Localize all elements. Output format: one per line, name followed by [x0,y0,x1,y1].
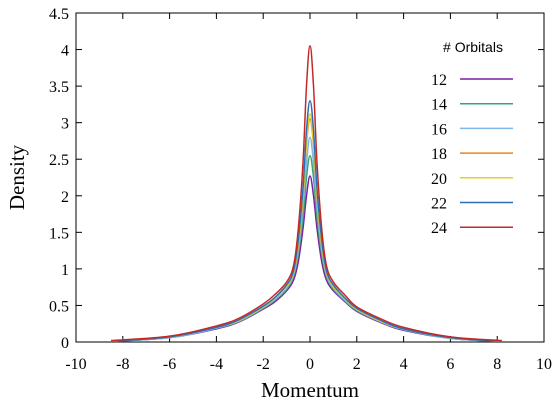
x-tick-label: -2 [257,356,270,373]
x-tick-label: 2 [353,356,361,373]
series-line-22 [111,99,502,343]
x-tick-label: 8 [493,356,501,373]
legend-label-22: 22 [431,196,447,213]
y-tick-label: 3.5 [49,79,69,96]
y-tick-label: 4 [61,43,69,60]
legend: # Orbitals 12 14 16 18 20 22 24 [431,39,513,237]
legend-label-18: 18 [431,146,447,163]
y-tick-label: 2 [61,189,69,206]
y-tick-label: 1 [61,262,69,279]
y-tick-label: 0 [61,335,69,352]
x-axis-ticks: -10 -8 -6 -4 -2 0 2 4 6 8 10 [65,13,552,373]
y-tick-label: 4.5 [49,6,69,23]
series-lines [111,45,502,343]
legend-title: # Orbitals [443,39,503,55]
y-tick-label: 1.5 [49,225,69,242]
x-tick-label: -10 [65,356,86,373]
x-tick-label: 6 [446,356,454,373]
y-axis-title: Density [5,144,29,210]
y-axis-ticks: 0 0.5 1 1.5 2 2.5 3 3.5 4 4.5 [49,6,544,352]
y-tick-label: 3 [61,116,69,133]
legend-label-20: 20 [431,171,447,188]
x-tick-label: 10 [536,356,552,373]
x-tick-label: -4 [210,356,223,373]
legend-label-24: 24 [431,220,447,237]
y-tick-label: 2.5 [49,152,69,169]
series-line-16 [111,136,502,343]
series-line-24 [111,45,502,342]
x-tick-label: 0 [306,356,314,373]
legend-label-16: 16 [431,121,447,138]
x-tick-label: -8 [116,356,129,373]
y-tick-label: 0.5 [49,298,69,315]
x-tick-label: 4 [400,356,408,373]
x-tick-label: -6 [163,356,176,373]
legend-label-14: 14 [431,97,447,114]
legend-label-12: 12 [431,72,447,89]
x-axis-title: Momentum [261,378,359,402]
